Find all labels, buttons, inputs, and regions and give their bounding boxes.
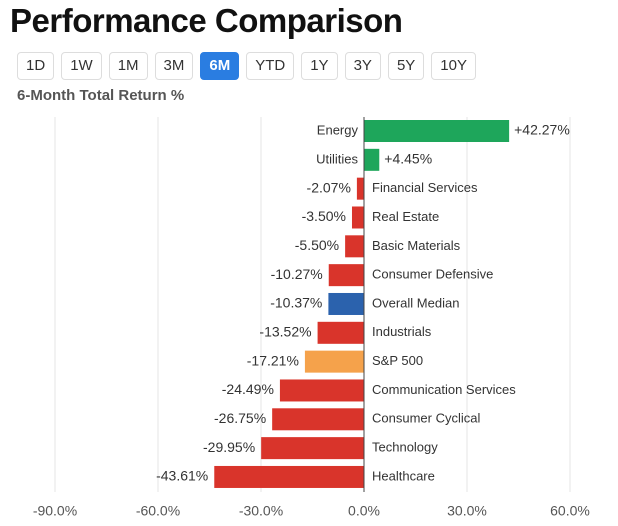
category-label: Energy — [317, 122, 359, 137]
value-label: +42.27% — [514, 122, 570, 138]
period-button[interactable]: YTD — [246, 52, 295, 80]
x-tick-label: 30.0% — [447, 503, 487, 519]
x-tick-label: -90.0% — [33, 503, 77, 519]
value-label: -26.75% — [214, 410, 266, 426]
period-selector: 1D 1W 1M 3M 6M YTD 1Y 3Y 5Y 10Y — [17, 52, 476, 80]
category-label: Consumer Cyclical — [372, 411, 480, 426]
bar — [364, 148, 380, 171]
value-label: -43.61% — [156, 468, 208, 484]
period-button[interactable]: 3M — [154, 52, 194, 80]
period-button[interactable]: 1M — [108, 52, 148, 80]
bar — [214, 465, 364, 488]
period-button[interactable]: 10Y — [431, 52, 476, 80]
x-tick-label: -30.0% — [239, 503, 283, 519]
chart-title: 6-Month Total Return % — [17, 87, 184, 104]
x-tick-label: 60.0% — [550, 503, 590, 519]
x-tick-label: -60.0% — [136, 503, 180, 519]
period-button[interactable]: 1W — [61, 52, 102, 80]
bar — [345, 235, 364, 258]
category-label: Financial Services — [372, 180, 478, 195]
value-label: +4.45% — [384, 151, 432, 167]
value-label: -24.49% — [222, 381, 274, 397]
bar — [272, 408, 364, 431]
bar — [279, 379, 364, 402]
category-label: Healthcare — [372, 468, 435, 483]
category-label: Overall Median — [372, 295, 459, 310]
value-label: -10.27% — [271, 266, 323, 282]
bar — [356, 177, 364, 200]
period-button[interactable]: 1D — [17, 52, 55, 80]
x-tick-label: 0.0% — [348, 503, 380, 519]
bar — [328, 264, 364, 287]
value-label: -29.95% — [203, 439, 255, 455]
value-label: -2.07% — [307, 179, 351, 195]
category-label: Consumer Defensive — [372, 267, 493, 282]
value-label: -13.52% — [259, 324, 311, 340]
period-button[interactable]: 5Y — [387, 52, 425, 80]
bar — [304, 350, 364, 373]
period-button[interactable]: 3Y — [344, 52, 381, 80]
value-label: -17.21% — [247, 352, 299, 368]
category-label: Technology — [372, 440, 438, 455]
bar — [351, 206, 364, 229]
category-label: Industrials — [372, 324, 432, 339]
bar — [317, 321, 364, 344]
category-label: Real Estate — [372, 209, 439, 224]
period-button[interactable]: 1Y — [301, 52, 338, 80]
category-label: Utilities — [316, 151, 358, 166]
category-label: Communication Services — [372, 382, 516, 397]
bar — [364, 120, 510, 142]
bar — [261, 437, 364, 460]
category-label: S&P 500 — [372, 353, 423, 368]
bar — [328, 292, 364, 315]
value-label: -10.37% — [270, 295, 322, 311]
page-title: Performance Comparison — [10, 2, 403, 39]
category-label: Basic Materials — [372, 238, 461, 253]
value-label: -5.50% — [295, 237, 339, 253]
value-label: -3.50% — [302, 208, 346, 224]
period-button[interactable]: 6M — [200, 52, 240, 80]
